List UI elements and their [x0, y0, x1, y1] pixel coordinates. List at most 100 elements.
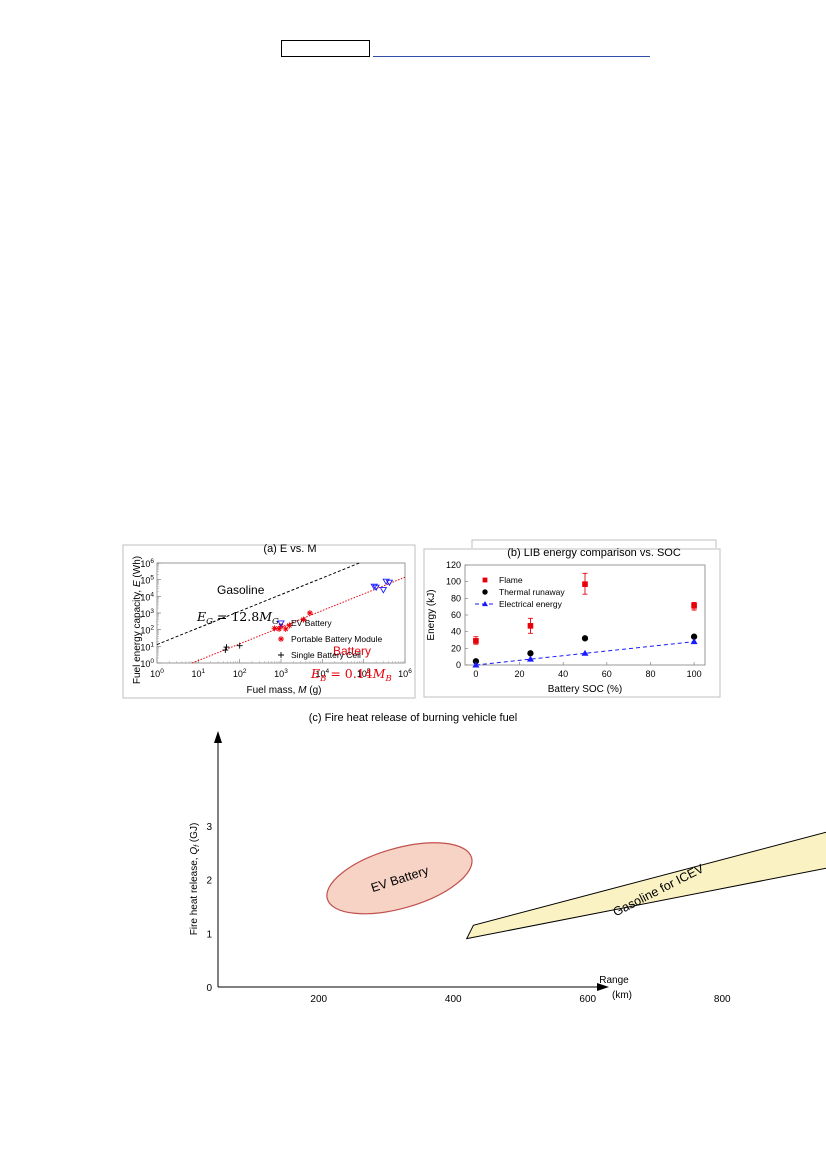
data-point-thermal-runaway [581, 635, 589, 642]
legend-marker-portable-battery-module [278, 636, 284, 642]
c-ytick-label: 2 [206, 876, 212, 887]
chart-b-ytick-label: 80 [451, 593, 461, 603]
legend-label: Electrical energy [499, 599, 563, 609]
chart-a-xtick-label: 101 [192, 668, 206, 679]
data-point-portable-battery-module [300, 616, 307, 623]
chart-b-ticks: 0 20 40 60 80 100 0 20 40 60 80 100 120 [446, 560, 702, 679]
chart-c-axes [214, 731, 609, 991]
data-point-electrical-energy [472, 661, 480, 668]
chart-a-ytick-label: 102 [140, 625, 154, 636]
c-xtick-label: 800 [714, 994, 731, 1005]
chart-a-xtick-label: 104 [316, 668, 330, 679]
chart-a-xtick-label: 103 [274, 668, 288, 679]
c-xtick-label: 600 [579, 994, 596, 1005]
data-point-single-battery-cell [223, 644, 230, 651]
data-point-thermal-runaway [472, 658, 480, 665]
legend-label: Portable Battery Module [291, 634, 382, 644]
c-x-axis-arrow [597, 983, 609, 991]
header-box [281, 40, 370, 57]
data-point-portable-battery-module [306, 610, 313, 616]
series-line-electrical-energy [475, 641, 695, 666]
legend-label: Single Battery Cell [291, 650, 361, 660]
data-point-electrical-energy [526, 655, 534, 662]
chart-c-xlabel-range: Range [599, 975, 629, 986]
chart-a-xtick-label: 106 [398, 668, 412, 679]
header-link-underline[interactable] [373, 56, 650, 57]
chart-b-ytick-label: 0 [456, 660, 461, 670]
chart-b-xtick-label: 80 [645, 669, 655, 679]
chart-a-ytick-label: 106 [140, 558, 154, 569]
chart-a-title: (a) E vs. M [263, 543, 316, 555]
chart-b-ytick-label: 120 [446, 560, 461, 570]
chart-c-ticks: 20040060080010000123 [206, 822, 731, 1005]
fit-line-battery [191, 576, 406, 664]
annotation-gasoline-equation: EG = 12.8MG [196, 609, 279, 627]
chart-a-fit-lines [156, 562, 406, 664]
chart-b-points [472, 572, 698, 668]
chart-a-xtick-label: 102 [233, 668, 247, 679]
chart-a-frame [122, 544, 416, 699]
c-ytick-label: 1 [206, 929, 212, 940]
fit-line-gasoline [156, 562, 360, 646]
c-xtick-label: 200 [310, 994, 327, 1005]
chart-a-ytick-label: 103 [140, 608, 154, 619]
data-point-ev-battery [379, 587, 388, 594]
chart-b-ytick-label: 20 [451, 643, 461, 653]
chart-b-title-bracket [471, 539, 717, 548]
data-point-ev-battery [370, 583, 379, 591]
annotation-battery: Battery [333, 644, 371, 658]
data-point-flame [582, 581, 588, 587]
chart-b-xtick-label: 20 [515, 669, 525, 679]
ev-battery-region [326, 842, 473, 915]
data-point-ev-battery [372, 584, 380, 592]
chart-b-frame [423, 548, 721, 698]
data-point-portable-battery-module [276, 625, 283, 632]
chart-c-regions: EV Battery Gasoline for ICEV [326, 831, 826, 940]
chart-b: (b) LIB energy comparison vs. SOC 0 20 40 6… [423, 539, 721, 698]
data-point-portable-battery-module [271, 625, 278, 632]
legend-label: EV Battery [291, 618, 332, 628]
chart-b-legend: Flame Thermal runaway Electrical energy [475, 575, 565, 609]
chart-b-title: (b) LIB energy comparison vs. SOC [507, 547, 681, 559]
legend-marker-flame [482, 577, 488, 583]
chart-a-xtick-label: 105 [357, 668, 371, 679]
data-point-single-battery-cell [222, 647, 229, 654]
chart-b-xtick-label: 0 [473, 669, 478, 679]
legend-marker-electrical-energy [482, 601, 488, 607]
c-xtick-label: 400 [445, 994, 462, 1005]
legend-label: Thermal runaway [499, 587, 565, 597]
chart-a-ylabel: Fuel energy capacity, E (Wh) [132, 556, 143, 684]
data-point-electrical-energy [581, 649, 589, 656]
annotation-gasoline: Gasoline [217, 583, 265, 597]
chart-c: (c) Fire heat release of burning vehicle… [189, 712, 826, 1005]
chart-c-xlabel-unit: (km) [612, 990, 632, 1001]
legend-label: Flame [499, 575, 523, 585]
data-point-portable-battery-module [286, 622, 293, 629]
data-point-flame [691, 603, 697, 609]
data-point-electrical-energy [690, 638, 698, 645]
c-ytick-label: 3 [206, 822, 212, 833]
chart-a-ytick-label: 101 [140, 641, 154, 652]
data-point-flame [473, 638, 479, 644]
gasoline-region [465, 831, 826, 940]
chart-a-ytick-label: 105 [140, 575, 154, 586]
chart-b-ylabel: Energy (kJ) [426, 589, 437, 640]
chart-b-lines [475, 641, 695, 666]
chart-b-ytick-label: 40 [451, 627, 461, 637]
chart-c-title: (c) Fire heat release of burning vehicle… [309, 712, 518, 724]
chart-c-ylabel: Fire heat release, Qf (GJ) [189, 823, 201, 936]
data-point-single-battery-cell [236, 642, 243, 649]
data-point-thermal-runaway [527, 650, 534, 657]
chart-b-xtick-label: 60 [602, 669, 612, 679]
c-ytick-label: 0 [206, 983, 212, 994]
chart-a-ytick-label: 104 [140, 591, 154, 602]
chart-b-ytick-label: 60 [451, 610, 461, 620]
data-point-thermal-runaway [690, 633, 698, 640]
chart-a-xlabel: Fuel mass, M (g) [246, 685, 321, 696]
chart-b-ytick-label: 100 [446, 577, 461, 587]
legend-marker-ev-battery [277, 620, 285, 627]
chart-a-legend: EV Battery Portable Battery Module Single … [277, 618, 382, 660]
annotation-battery-equation: EB = 0.14MB [310, 666, 392, 684]
